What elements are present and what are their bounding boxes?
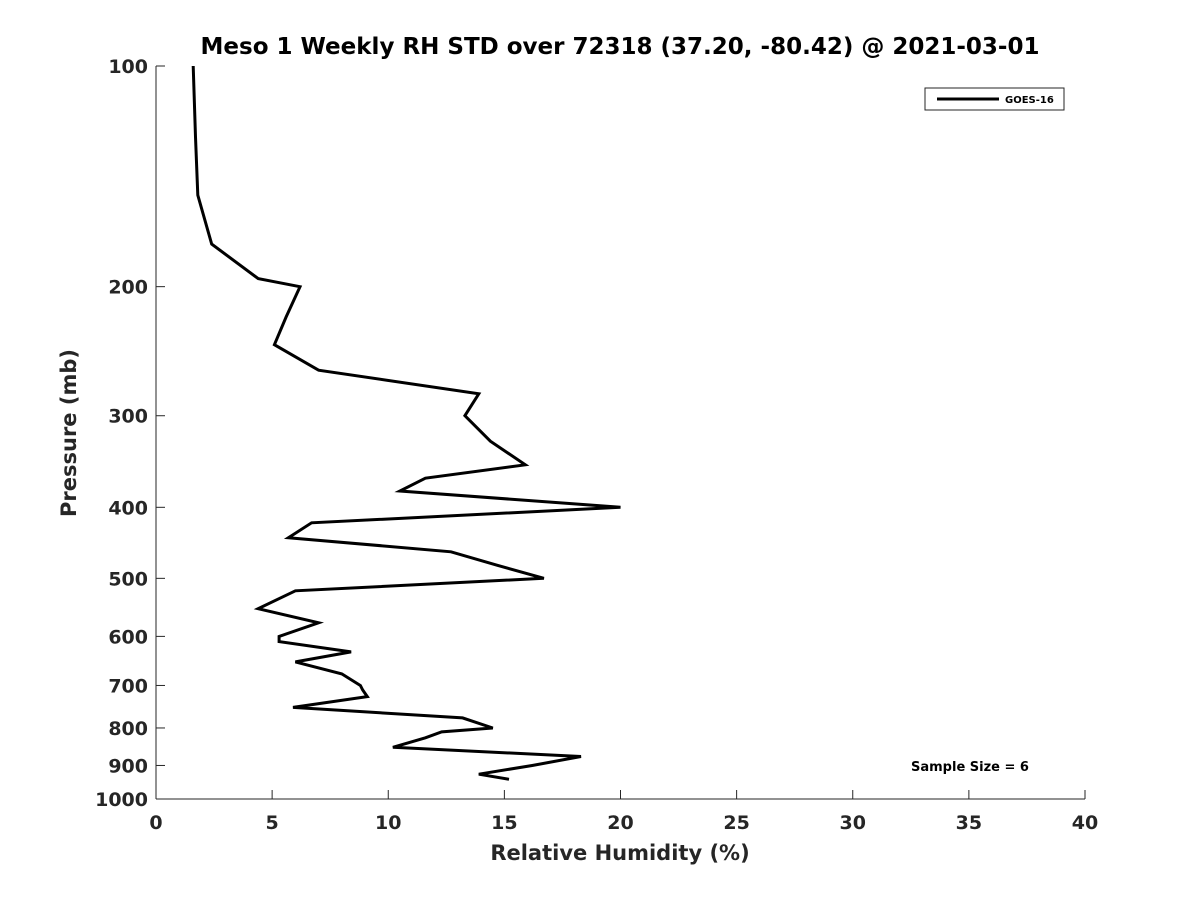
- y-tick-label: 700: [108, 675, 148, 697]
- x-tick-label: 10: [375, 812, 401, 834]
- x-tick-label: 40: [1072, 812, 1098, 834]
- x-tick-label: 5: [266, 812, 279, 834]
- x-tick-label: 0: [149, 812, 162, 834]
- legend-label-goes-16: GOES-16: [1005, 95, 1054, 106]
- x-axis-label: Relative Humidity (%): [490, 841, 749, 865]
- y-axis-label: Pressure (mb): [57, 349, 81, 517]
- series-line-goes-16: [191, 65, 621, 781]
- y-tick-label: 300: [108, 406, 148, 428]
- x-tick-label: 20: [607, 812, 633, 834]
- y-tick-label: 500: [108, 568, 148, 590]
- x-tick-label: 25: [723, 812, 749, 834]
- y-tick-label: 200: [108, 277, 148, 299]
- chart-title: Meso 1 Weekly RH STD over 72318 (37.20, …: [201, 34, 1040, 60]
- y-tick-label: 400: [108, 497, 148, 519]
- x-ticks: 0 5 10 15 20 25 30 35 40: [149, 790, 1098, 834]
- legend: GOES-16: [924, 87, 1065, 111]
- y-tick-label: 800: [108, 718, 148, 740]
- x-tick-label: 30: [840, 812, 866, 834]
- x-tick-label: 15: [491, 812, 517, 834]
- x-tick-label: 35: [956, 812, 982, 834]
- y-ticks: 100 200 300 400 500 600 700 800 900 1000: [95, 56, 165, 811]
- y-tick-label: 900: [108, 755, 148, 777]
- y-tick-label: 600: [108, 626, 148, 648]
- y-tick-label: 1000: [95, 789, 148, 811]
- sample-size-annotation: Sample Size = 6: [911, 760, 1029, 775]
- y-tick-label: 100: [108, 56, 148, 78]
